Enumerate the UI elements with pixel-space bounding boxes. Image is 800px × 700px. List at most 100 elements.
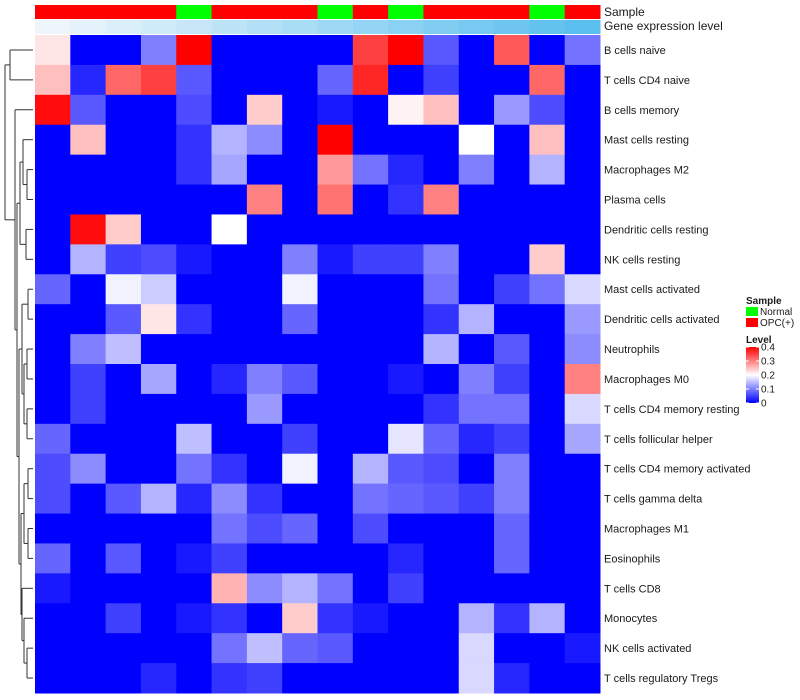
heatmap-cell (105, 543, 142, 574)
heatmap-cell (529, 364, 566, 395)
heatmap-cell (529, 154, 566, 186)
heatmap-cell (423, 304, 460, 335)
heatmap-cell (140, 543, 177, 574)
sample-annotation-cell (211, 5, 248, 19)
heatmap-cell (317, 154, 354, 186)
heatmap-cell (211, 633, 248, 664)
level-tick-label: 0.2 (761, 371, 775, 382)
heatmap-cell (176, 483, 213, 515)
heatmap-cell (35, 304, 71, 335)
heatmap-cell (423, 483, 460, 515)
heatmap-cell (35, 543, 71, 574)
heatmap-cell (282, 214, 318, 245)
heatmap-cell (564, 94, 601, 126)
heatmap-cell (529, 214, 566, 245)
heatmap-cell (246, 573, 283, 604)
sample-annotation-track (35, 5, 601, 19)
row-label: NK cells resting (604, 254, 680, 266)
sample-annotation-cell (282, 5, 318, 19)
heatmap-cell (282, 543, 318, 574)
heatmap-cell (211, 35, 248, 66)
gene-expression-level-cell (423, 20, 460, 34)
heatmap-cell (494, 94, 530, 126)
gene-expression-level-cell (176, 20, 213, 34)
heatmap-cell (352, 453, 389, 485)
heatmap-cell (352, 94, 389, 126)
heatmap-cell (211, 364, 248, 395)
heatmap-cell (564, 124, 601, 156)
heatmap-cell (70, 304, 107, 335)
heatmap-cell (317, 274, 354, 305)
heatmap-cell (70, 35, 107, 66)
heatmap-cell (70, 483, 107, 515)
heatmap-cell (140, 154, 177, 186)
heatmap-cell (140, 603, 177, 634)
heatmap-cell (211, 154, 248, 186)
heatmap-cell (105, 423, 142, 455)
heatmap-cell (564, 64, 601, 96)
heatmap-cell (564, 513, 601, 544)
heatmap-cell (211, 244, 248, 275)
heatmap-cell (494, 274, 530, 305)
heatmap-cell (246, 214, 283, 245)
heatmap-cell (352, 184, 389, 215)
sample-annotation-cell (458, 5, 495, 19)
heatmap-cell (140, 663, 177, 694)
heatmap-cell (564, 35, 601, 66)
heatmap-cell (282, 453, 318, 485)
heatmap-cell (70, 124, 107, 156)
heatmap-cell (352, 364, 389, 395)
row-label: Mast cells activated (604, 284, 700, 296)
heatmap-cell (352, 304, 389, 335)
heatmap-cell (564, 184, 601, 215)
heatmap-cell (176, 124, 213, 156)
heatmap-cell (529, 244, 566, 275)
heatmap-cell (176, 603, 213, 634)
heatmap-cell (458, 124, 495, 156)
heatmap-cell (529, 124, 566, 156)
heatmap-cell (35, 453, 71, 485)
heatmap-cell (246, 184, 283, 215)
heatmap-cell (564, 274, 601, 305)
gene-expression-level-cell (35, 20, 71, 34)
heatmap-cell (317, 663, 354, 694)
heatmap-cell (352, 513, 389, 544)
heatmap-cell (423, 94, 460, 126)
heatmap-cell (423, 663, 460, 694)
heatmap-cell (140, 124, 177, 156)
heatmap-cell (105, 184, 142, 215)
row-label: T cells CD8 (604, 583, 661, 595)
heatmap-cell (529, 274, 566, 305)
heatmap-cell (494, 573, 530, 604)
heatmap-cell (317, 214, 354, 245)
heatmap-cell (105, 633, 142, 664)
row-label: Dendritic cells activated (604, 314, 720, 326)
heatmap-cells (35, 35, 601, 694)
gene-expression-level-cell (211, 20, 248, 34)
sample-annotation-cell (564, 5, 601, 19)
heatmap-cell (529, 453, 566, 485)
legend-label-normal: Normal (760, 307, 792, 318)
heatmap-cell (211, 214, 248, 245)
heatmap-cell (458, 214, 495, 245)
heatmap-cell (317, 94, 354, 126)
heatmap-cell (388, 334, 424, 365)
heatmap-cell (494, 543, 530, 574)
heatmap-cell (211, 64, 248, 96)
heatmap-cell (282, 393, 318, 425)
row-label: Macrophages M0 (604, 374, 689, 386)
heatmap-cell (564, 573, 601, 604)
heatmap-cell (317, 633, 354, 664)
heatmap-cell (564, 364, 601, 395)
legend-swatch-opc (746, 318, 758, 327)
heatmap-cell (423, 244, 460, 275)
heatmap-cell (211, 453, 248, 485)
heatmap-cell (70, 334, 107, 365)
heatmap-cell (35, 393, 71, 425)
heatmap-cell (140, 184, 177, 215)
heatmap-cell (388, 304, 424, 335)
heatmap-cell (388, 154, 424, 186)
heatmap-cell (564, 543, 601, 574)
heatmap-cell (70, 423, 107, 455)
heatmap-cell (494, 633, 530, 664)
